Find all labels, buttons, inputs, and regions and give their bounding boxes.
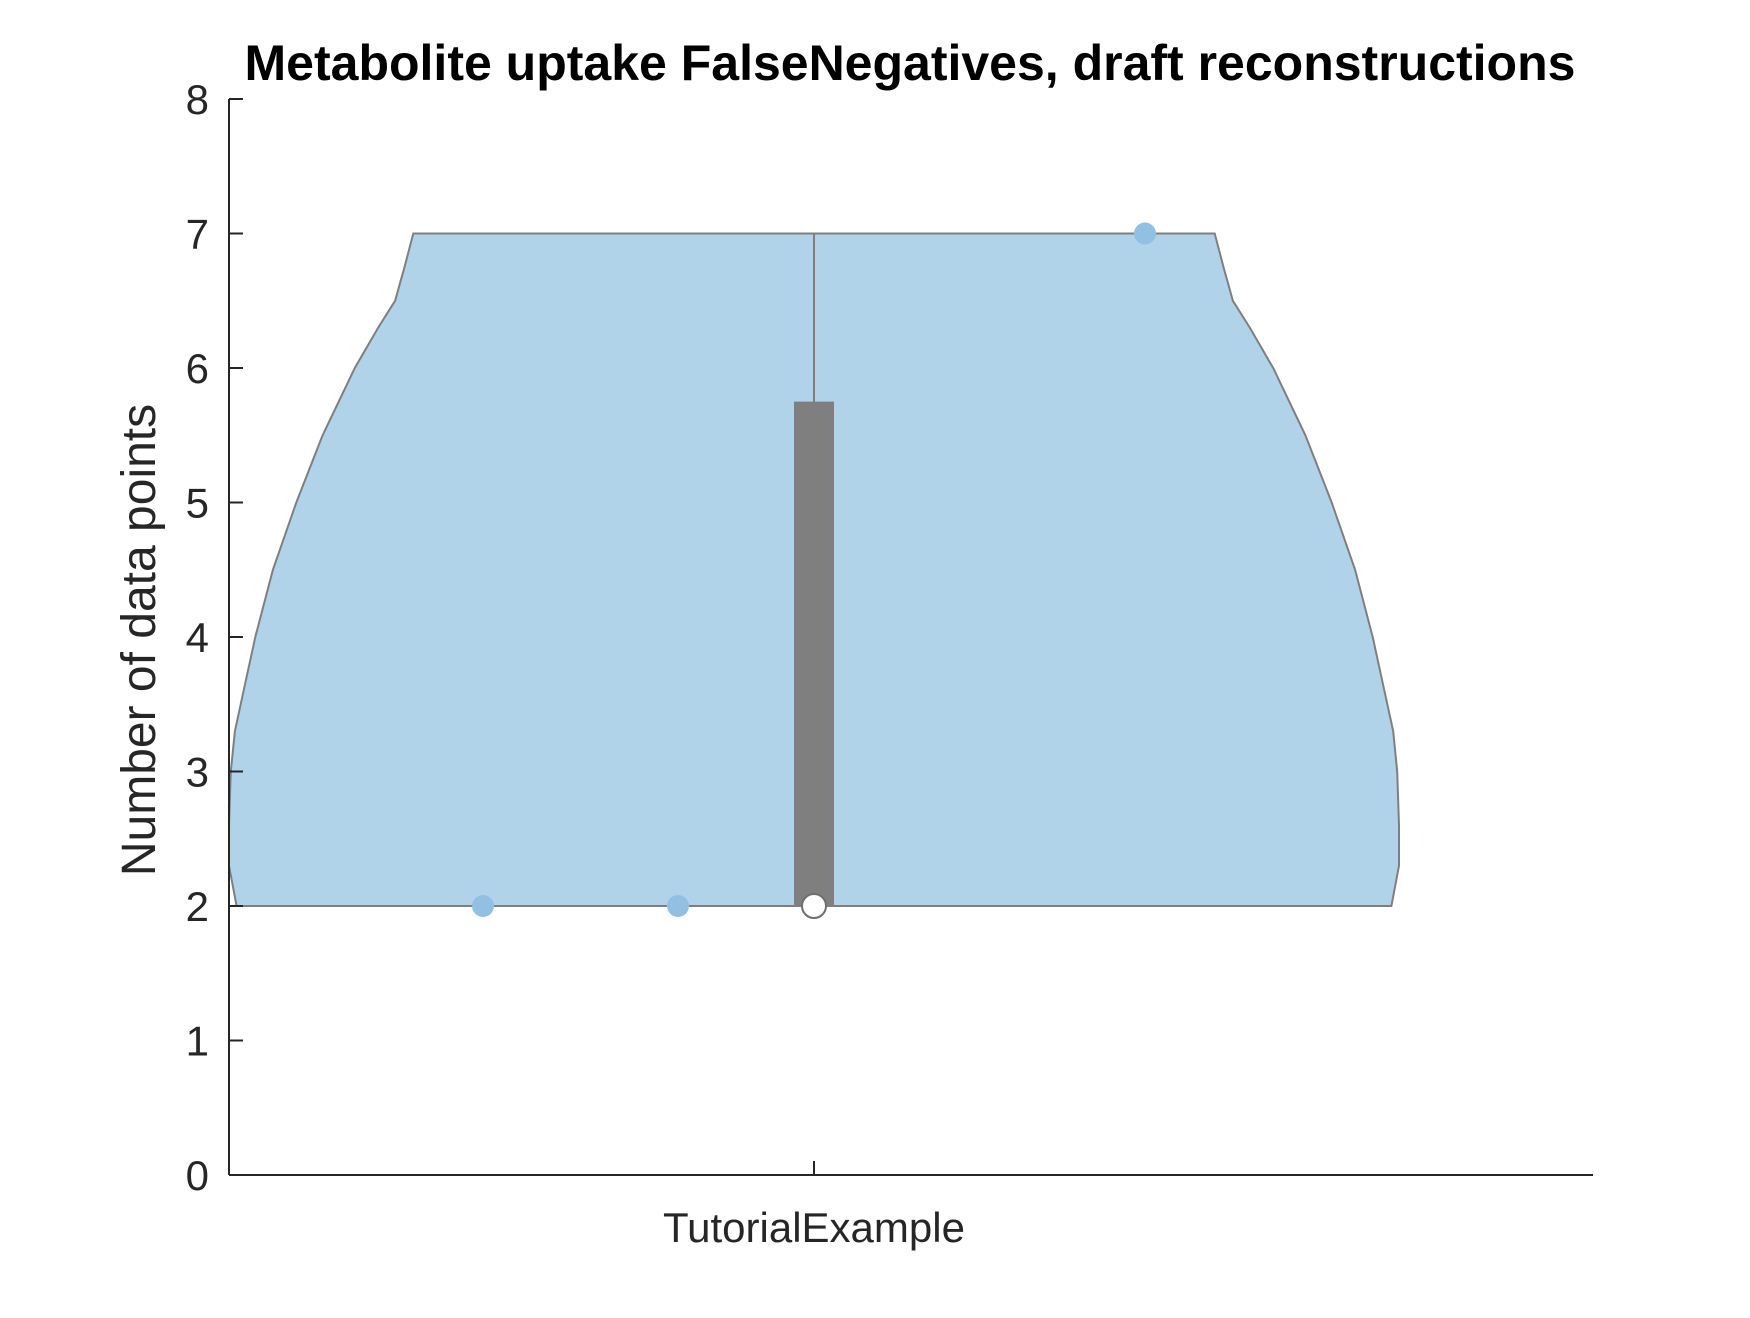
data-point — [1134, 222, 1156, 245]
data-point — [472, 895, 494, 917]
y-tick-label: 5 — [186, 480, 209, 527]
y-axis-label: Number of data points — [113, 404, 166, 876]
x-tick-label: TutorialExample — [663, 1204, 965, 1251]
y-tick-label: 0 — [186, 1152, 209, 1199]
data-point — [667, 895, 689, 917]
y-tick-label: 4 — [186, 614, 209, 661]
y-tick-label: 2 — [186, 883, 209, 930]
median-marker — [801, 893, 827, 919]
y-tick-label: 8 — [186, 76, 209, 123]
iqr-box — [794, 401, 834, 906]
y-tick-label: 3 — [186, 749, 209, 796]
y-tick-label: 1 — [186, 1018, 209, 1065]
y-tick-label: 6 — [186, 345, 209, 392]
chart-title: Metabolite uptake FalseNegatives, draft … — [245, 35, 1576, 91]
plot-area: 0 1 2 3 4 5 6 7 8 TutorialExample — [186, 76, 1593, 1251]
y-tick-label: 7 — [186, 211, 209, 258]
